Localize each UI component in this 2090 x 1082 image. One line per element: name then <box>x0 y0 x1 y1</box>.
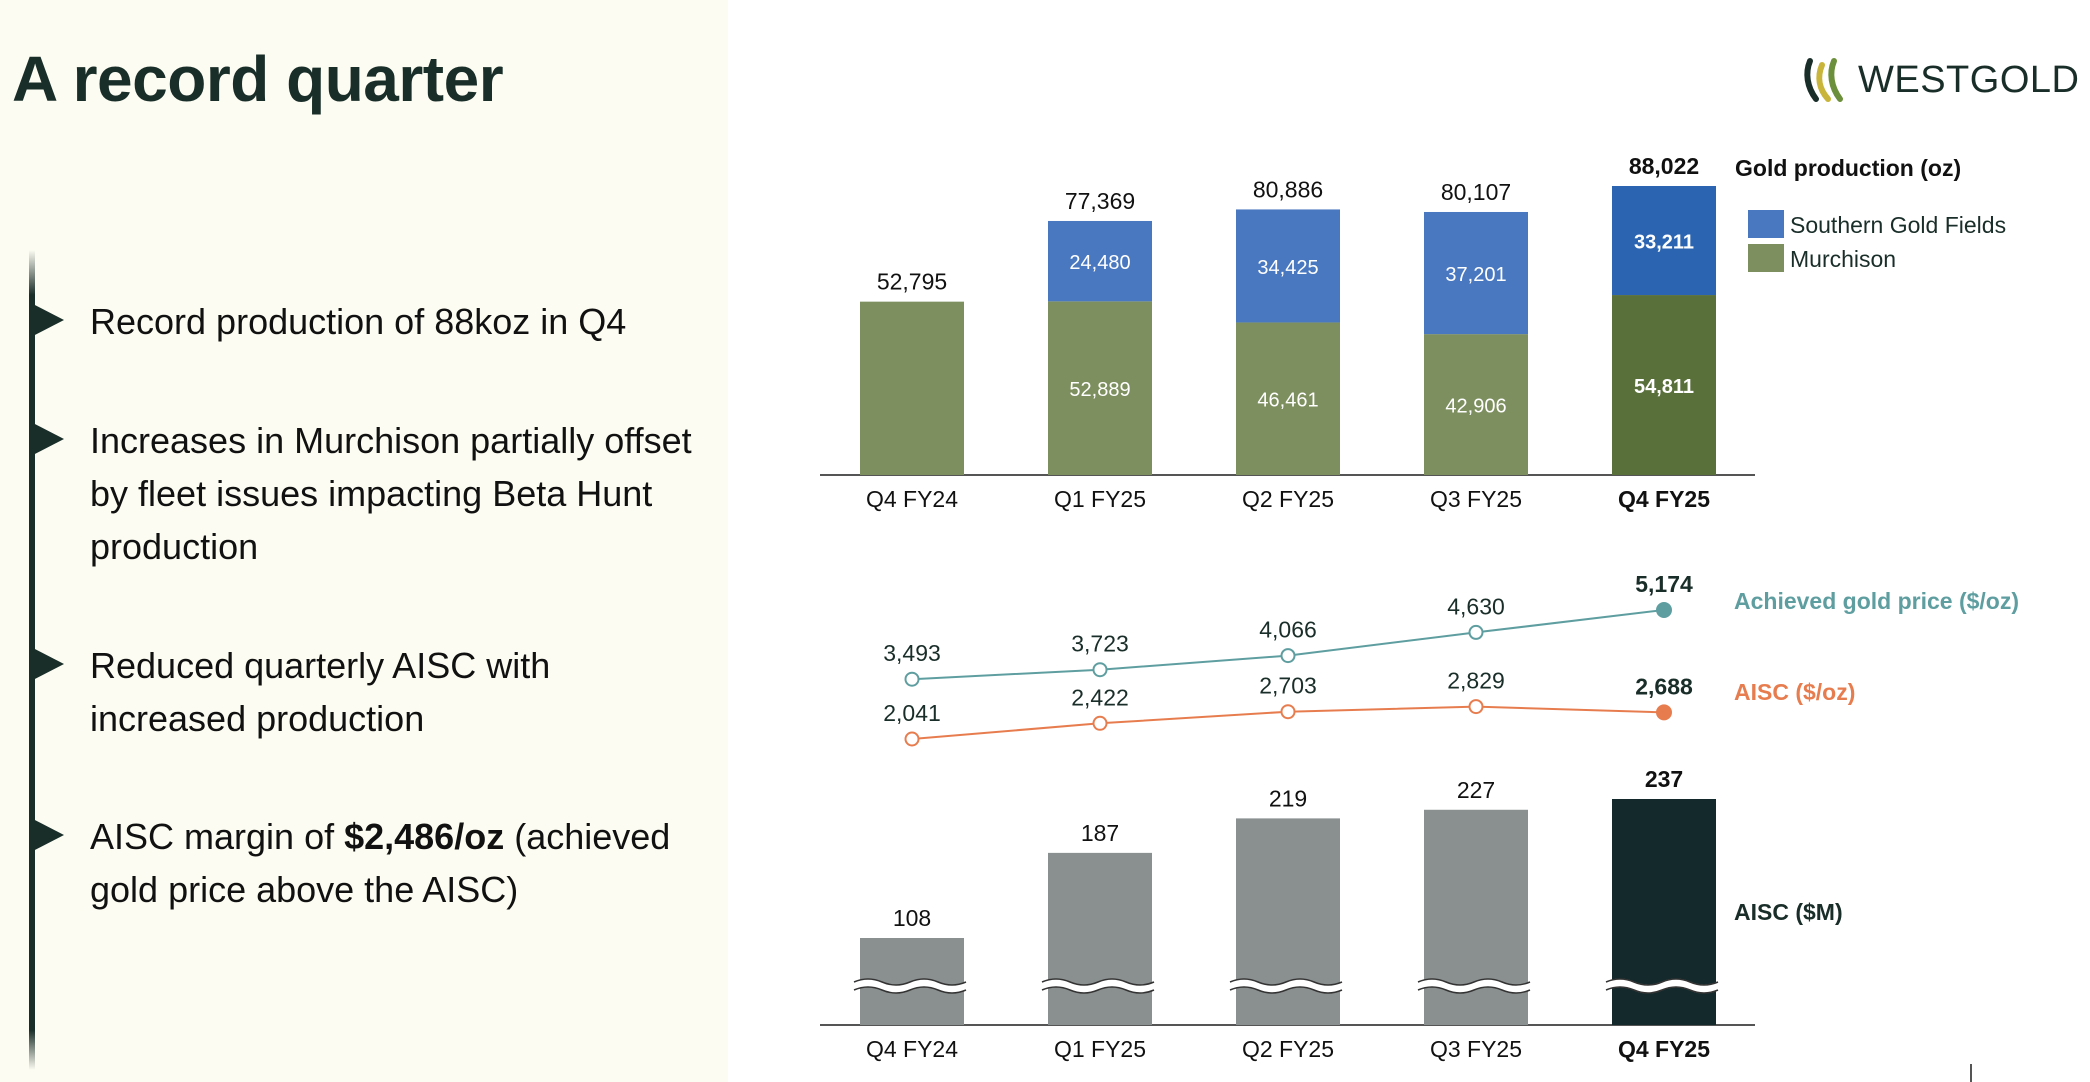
aisc-point <box>1656 704 1672 721</box>
murchison-bar <box>1236 322 1340 475</box>
production-x-tick-label: Q1 FY25 <box>1054 486 1146 512</box>
aisc-bar-value-label: 187 <box>1081 820 1119 846</box>
production-x-tick-label: Q2 FY25 <box>1242 486 1334 512</box>
aisc-bar <box>1236 818 1340 1025</box>
gold-price-point <box>1280 648 1296 664</box>
southern-value-label: 24,480 <box>1069 252 1130 274</box>
bullet-run: $2,486/oz <box>344 816 505 857</box>
gold-price-point <box>904 671 920 687</box>
aisc-bar-value-label: 108 <box>893 905 931 931</box>
axis-break-line <box>853 978 967 986</box>
westgold-logo-icon <box>1804 58 1843 102</box>
gold-price-value-label: 3,493 <box>883 640 941 666</box>
aisc-value-label: 2,688 <box>1635 673 1693 699</box>
southern-bar <box>1612 186 1716 296</box>
bullet-marker-icon <box>31 422 64 456</box>
southern-value-label: 34,425 <box>1257 257 1318 279</box>
murchison-value-label: 42,906 <box>1445 396 1506 418</box>
murchison-value-label: 54,811 <box>1634 376 1694 398</box>
axis-break-line <box>1229 986 1343 994</box>
murchison-bar <box>860 301 964 475</box>
aisc-x-tick-label: Q3 FY25 <box>1430 1036 1522 1062</box>
aisc-x-tick-label: Q2 FY25 <box>1242 1036 1334 1062</box>
production-x-tick-label: Q4 FY25 <box>1618 486 1710 512</box>
aisc-bar <box>1048 852 1152 1025</box>
gold-price-point <box>1092 662 1108 678</box>
aisc-x-tick-label: Q1 FY25 <box>1054 1036 1146 1062</box>
axis-break-line <box>1041 986 1155 994</box>
bullet-marker-icon <box>31 818 64 852</box>
left-panel <box>0 0 728 1082</box>
total-value-label: 77,369 <box>1065 188 1135 214</box>
axis-break-line <box>1417 986 1531 994</box>
murchison-value-label: 52,889 <box>1069 379 1130 401</box>
total-value-label: 88,022 <box>1629 153 1699 179</box>
aisc-x-tick-label: Q4 FY24 <box>866 1036 958 1062</box>
aisc-bar-value-label: 227 <box>1457 777 1495 803</box>
legend-label-murchison: Murchison <box>1790 246 1896 272</box>
gold-price-value-label: 5,174 <box>1635 571 1693 597</box>
aisc-value-label: 2,041 <box>883 700 941 726</box>
aisc-bar-value-label: 219 <box>1269 785 1307 811</box>
gold-price-value-label: 3,723 <box>1071 631 1129 657</box>
murchison-bar <box>1048 301 1152 475</box>
aisc-bar-value-label: 237 <box>1645 766 1683 792</box>
bullet-marker-icon <box>31 647 64 681</box>
axis-break-line <box>1041 978 1155 986</box>
axis-break-line <box>1229 978 1343 986</box>
logo-text: WESTGOLD <box>1858 58 2080 101</box>
bullet-run: Reduced quarterly AISC with increased pr… <box>90 645 551 739</box>
footer-tick <box>1970 1064 1972 1082</box>
axis-break-line <box>1605 986 1719 994</box>
gold-price-series-label: Achieved gold price ($/oz) <box>1734 588 2019 614</box>
murchison-bar <box>1424 334 1528 475</box>
aisc-chart-title: AISC ($M) <box>1734 899 1843 925</box>
legend-swatch-murchison <box>1748 244 1784 272</box>
total-value-label: 80,886 <box>1253 176 1323 202</box>
bullet-text-1: Record production of 88koz in Q4 <box>90 295 710 348</box>
bullet-run: Increases in Murchison partially offset … <box>90 420 692 567</box>
southern-value-label: 33,211 <box>1634 232 1694 254</box>
gold-price-value-label: 4,630 <box>1447 593 1505 619</box>
total-value-label: 52,795 <box>877 269 947 295</box>
bullet-run: Record production of 88koz in Q4 <box>90 301 627 342</box>
aisc-series-label: AISC ($/oz) <box>1734 679 1855 705</box>
bullet-text-4: AISC margin of $2,486/oz (achieved gold … <box>90 810 710 916</box>
aisc-point <box>1092 715 1108 731</box>
aisc-value-label: 2,703 <box>1259 673 1317 699</box>
southern-bar <box>1424 211 1528 335</box>
aisc-value-label: 2,829 <box>1447 668 1505 694</box>
legend-label-southern: Southern Gold Fields <box>1790 212 2006 238</box>
page-title: A record quarter <box>12 43 504 115</box>
axis-break-line <box>1605 978 1719 986</box>
aisc-point <box>1280 704 1296 720</box>
axis-break-line <box>1417 978 1531 986</box>
total-value-label: 80,107 <box>1441 179 1511 205</box>
legend-swatch-southern <box>1748 210 1784 238</box>
aisc-value-label: 2,422 <box>1071 684 1129 710</box>
bullet-marker-icon <box>31 303 64 337</box>
aisc-point <box>1468 699 1484 715</box>
murchison-bar <box>1612 295 1716 475</box>
westgold-logo: WESTGOLD <box>1802 52 2079 108</box>
bullet-text-3: Reduced quarterly AISC with increased pr… <box>90 639 710 745</box>
axis-break-line <box>853 986 967 994</box>
gold-price-point <box>1468 624 1484 640</box>
bullet-run: AISC margin of <box>90 816 345 857</box>
aisc-point <box>904 731 920 747</box>
bullet-run: (achieved gold price above the AISC) <box>90 816 671 910</box>
murchison-value-label: 46,461 <box>1257 390 1318 412</box>
gold-price-point <box>1656 602 1672 618</box>
production-x-tick-label: Q3 FY25 <box>1430 486 1522 512</box>
gold-price-value-label: 4,066 <box>1259 617 1317 643</box>
southern-bar <box>1236 209 1340 323</box>
aisc-x-tick-label: Q4 FY25 <box>1618 1036 1710 1062</box>
production-chart-title: Gold production (oz) <box>1735 155 1961 181</box>
southern-value-label: 37,201 <box>1445 264 1506 286</box>
southern-bar <box>1048 220 1152 302</box>
bullet-text-2: Increases in Murchison partially offset … <box>90 414 710 573</box>
production-x-tick-label: Q4 FY24 <box>866 486 958 512</box>
